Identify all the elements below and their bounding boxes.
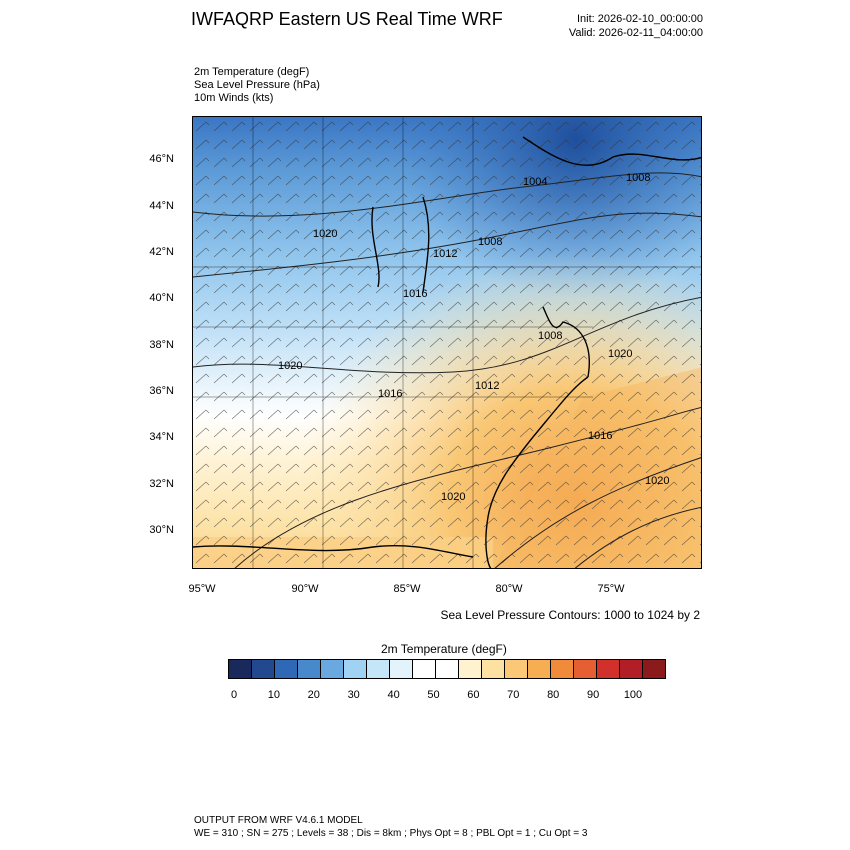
field-label-winds: 10m Winds (kts) (194, 92, 274, 104)
colorbar-tick-label: 90 (586, 689, 600, 701)
valid-time: Valid: 2026-02-11_04:00:00 (568, 27, 703, 39)
isobar-label: 1016 (378, 388, 402, 400)
colorbar-swatch (275, 660, 298, 678)
isobar-label: 1020 (313, 228, 337, 240)
lat-label-44: 44°N (149, 200, 174, 212)
lon-label-75: 75°W (597, 583, 625, 595)
isobar-label: 1020 (441, 491, 465, 503)
lat-label-36: 36°N (149, 385, 174, 397)
isobar-label: 1020 (645, 475, 669, 487)
isobar-label: 1004 (523, 176, 547, 188)
isobar-label: 1008 (538, 330, 562, 342)
isobar-label: 1012 (433, 248, 457, 260)
field-label-pressure: Sea Level Pressure (hPa) (194, 79, 320, 91)
lon-label-95: 95°W (188, 583, 216, 595)
colorbar-swatch (528, 660, 551, 678)
isobar-label: 1016 (588, 430, 612, 442)
colorbar-swatch (482, 660, 505, 678)
isobar-label: 1020 (608, 348, 632, 360)
colorbar-swatch (643, 660, 665, 678)
footer-config-line: WE = 310 ; SN = 275 ; Levels = 38 ; Dis … (194, 828, 588, 839)
colorbar-tick-label: 30 (347, 689, 360, 701)
colorbar-tick-label: 0 (230, 689, 238, 701)
lat-label-32: 32°N (149, 478, 174, 490)
isobar-label: 1008 (478, 236, 502, 248)
colorbar-swatch (436, 660, 459, 678)
contour-note: Sea Level Pressure Contours: 1000 to 102… (440, 608, 701, 622)
init-time: Init: 2026-02-10_00:00:00 (577, 13, 703, 25)
colorbar-swatch (367, 660, 390, 678)
isobar-label: 1012 (475, 380, 499, 392)
colorbar-swatch (344, 660, 367, 678)
colorbar-swatch (505, 660, 528, 678)
lon-label-90: 90°W (291, 583, 319, 595)
isobar-label: 1016 (403, 288, 427, 300)
colorbar-tick-label: 60 (467, 689, 480, 701)
colorbar-tick-label: 20 (307, 689, 320, 701)
colorbar-swatch (252, 660, 275, 678)
map-panel: 1004 1008 1020 1012 1008 1016 1008 1020 … (192, 116, 702, 569)
colorbar-swatch (229, 660, 252, 678)
colorbar-swatch (298, 660, 321, 678)
lat-label-38: 38°N (149, 339, 174, 351)
isobar-label: 1008 (626, 172, 650, 184)
colorbar-tick-label: 80 (547, 689, 560, 701)
isobar-label: 1020 (278, 360, 302, 372)
colorbar-tick-label: 100 (623, 689, 643, 701)
colorbar-tick-label: 40 (387, 689, 400, 701)
plot-title: IWFAQRP Eastern US Real Time WRF (191, 9, 503, 29)
colorbar-tick-label: 50 (427, 689, 440, 701)
colorbar-swatch (620, 660, 643, 678)
lat-label-30: 30°N (149, 524, 174, 536)
colorbar-tick-label: 10 (267, 689, 281, 701)
temperature-map: 1004 1008 1020 1012 1008 1016 1008 1020 … (193, 117, 701, 568)
footer-model-line: OUTPUT FROM WRF V4.6.1 MODEL (194, 815, 363, 826)
field-label-temperature: 2m Temperature (degF) (194, 66, 310, 78)
lon-label-80: 80°W (495, 583, 523, 595)
colorbar-swatch (574, 660, 597, 678)
colorbar-swatch (390, 660, 413, 678)
colorbar-swatch (459, 660, 482, 678)
lat-label-40: 40°N (149, 292, 174, 304)
colorbar-swatch (597, 660, 620, 678)
colorbar-swatch (413, 660, 436, 678)
colorbar-swatch (321, 660, 344, 678)
colorbar-title: 2m Temperature (degF) (381, 642, 507, 656)
colorbar (228, 659, 666, 679)
lat-label-46: 46°N (149, 153, 174, 165)
lat-label-42: 42°N (149, 246, 174, 258)
lon-label-85: 85°W (393, 583, 421, 595)
lat-label-34: 34°N (149, 431, 174, 443)
colorbar-tick-label: 70 (507, 689, 520, 701)
colorbar-swatch (551, 660, 574, 678)
